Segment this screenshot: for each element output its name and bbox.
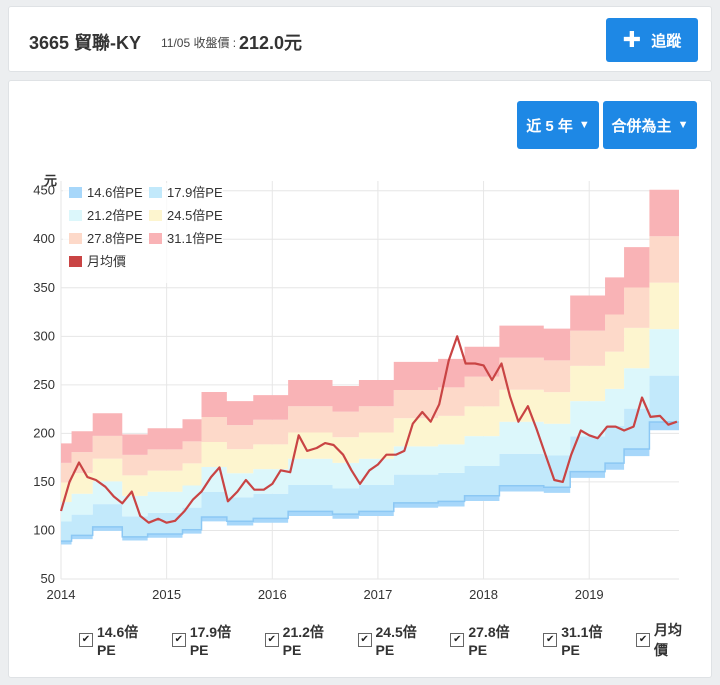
legend-background — [63, 183, 223, 283]
checkbox-icon[interactable]: ✔ — [543, 633, 558, 647]
legend-label: 14.6倍PE — [87, 185, 143, 200]
y-unit-label: 元 — [44, 173, 57, 188]
series-toggle-legend: ✔ 14.6倍PE ✔ 17.9倍PE ✔ 21.2倍PE ✔ 24.5倍PE ✔ 27.8倍PE… — [79, 622, 711, 658]
legend-swatch — [149, 233, 162, 244]
series-toggle-label: 24.5倍PE — [375, 624, 417, 658]
legend-label: 21.2倍PE — [87, 208, 143, 223]
checkbox-icon[interactable]: ✔ — [79, 633, 93, 647]
series-toggle[interactable]: ✔ 24.5倍PE — [357, 622, 436, 658]
close-price: 212.0元 — [239, 33, 303, 53]
legend-label: 31.1倍PE — [167, 231, 223, 246]
series-toggle[interactable]: ✔ 27.8倍PE — [450, 622, 528, 658]
series-toggle-label: 17.9倍PE — [189, 624, 232, 658]
legend-swatch — [69, 233, 82, 244]
track-button-label: 追蹤 — [651, 32, 682, 50]
checkbox-icon[interactable]: ✔ — [171, 633, 186, 647]
x-tick-label: 2016 — [258, 587, 287, 602]
stock-title: 3665 貿聯-KY — [29, 33, 142, 53]
legend-swatch — [149, 210, 162, 221]
band-14-6-pe-line — [61, 421, 679, 542]
range-dropdown-label: 近 5 年 — [526, 117, 573, 135]
y-tick-label: 450 — [33, 183, 55, 198]
track-button[interactable]: ✚ 追蹤 — [606, 18, 698, 62]
y-tick-label: 150 — [33, 474, 55, 489]
y-tick-label: 100 — [33, 522, 55, 537]
series-toggle[interactable]: ✔ 14.6倍PE — [79, 622, 157, 658]
legend-label: 24.5倍PE — [167, 208, 223, 223]
series-toggle[interactable]: ✔ 21.2倍PE — [264, 622, 343, 658]
band-31-1-pe — [61, 189, 679, 463]
legend-label: 月均價 — [87, 254, 126, 269]
y-tick-label: 200 — [33, 425, 55, 440]
band-27-8-pe — [61, 236, 679, 483]
basis-dropdown[interactable]: 合併為主 ▼ — [603, 101, 697, 149]
checkbox-icon[interactable]: ✔ — [357, 633, 372, 647]
legend-label: 27.8倍PE — [87, 231, 143, 246]
checkbox-icon[interactable]: ✔ — [450, 633, 465, 647]
basis-dropdown-label: 合併為主 — [611, 117, 672, 135]
series-toggle[interactable]: ✔ 17.9倍PE — [171, 622, 250, 658]
y-tick-label: 400 — [33, 231, 55, 246]
band-17-9-pe — [61, 375, 679, 542]
legend-swatch — [149, 187, 162, 198]
x-tick-label: 2015 — [152, 587, 181, 602]
y-tick-label: 350 — [33, 280, 55, 295]
close-date-label: 11/05 收盤價 : — [161, 36, 237, 50]
x-tick-label: 2018 — [469, 587, 498, 602]
x-tick-label: 2017 — [363, 587, 392, 602]
x-tick-label: 2019 — [575, 587, 604, 602]
series-toggle[interactable]: ✔ 31.1倍PE — [543, 622, 621, 658]
chevron-down-icon: ▼ — [677, 119, 689, 131]
series-toggle-label: 31.1倍PE — [561, 624, 603, 658]
y-tick-label: 300 — [33, 328, 55, 343]
checkbox-icon[interactable]: ✔ — [636, 633, 651, 647]
legend-swatch — [69, 187, 82, 198]
x-tick-label: 2014 — [47, 587, 76, 602]
band-24-5-pe — [61, 282, 679, 503]
legend-label: 17.9倍PE — [167, 185, 223, 200]
chevron-down-icon: ▼ — [578, 119, 590, 131]
series-toggle-label: 14.6倍PE — [96, 624, 139, 658]
plus-icon: ✚ — [622, 27, 642, 52]
y-tick-label: 250 — [33, 377, 55, 392]
series-toggle[interactable]: ✔ 月均價 — [636, 620, 696, 660]
series-toggle-label: 27.8倍PE — [468, 624, 510, 658]
legend-swatch — [69, 210, 82, 221]
range-dropdown[interactable]: 近 5 年 ▼ — [517, 101, 599, 149]
series-toggle-label: 月均價 — [654, 622, 683, 658]
legend-swatch — [69, 256, 82, 267]
price-line — [59, 335, 678, 524]
checkbox-icon[interactable]: ✔ — [264, 633, 279, 647]
y-tick-label: 50 — [41, 571, 55, 586]
pe-band-chart: 50 100 150 200 250 300 350 400 450 2014 2015 2016 20… — [33, 173, 679, 602]
chart-panel: 近 5 年 ▼ 合併為主 ▼ 50 100 150 200 250 300 350 400 45… — [8, 80, 712, 678]
series-toggle-label: 21.2倍PE — [282, 624, 324, 658]
stock-header: 3665 貿聯-KY 11/05 收盤價 : 212.0元 ✚ 追蹤 — [8, 6, 712, 72]
